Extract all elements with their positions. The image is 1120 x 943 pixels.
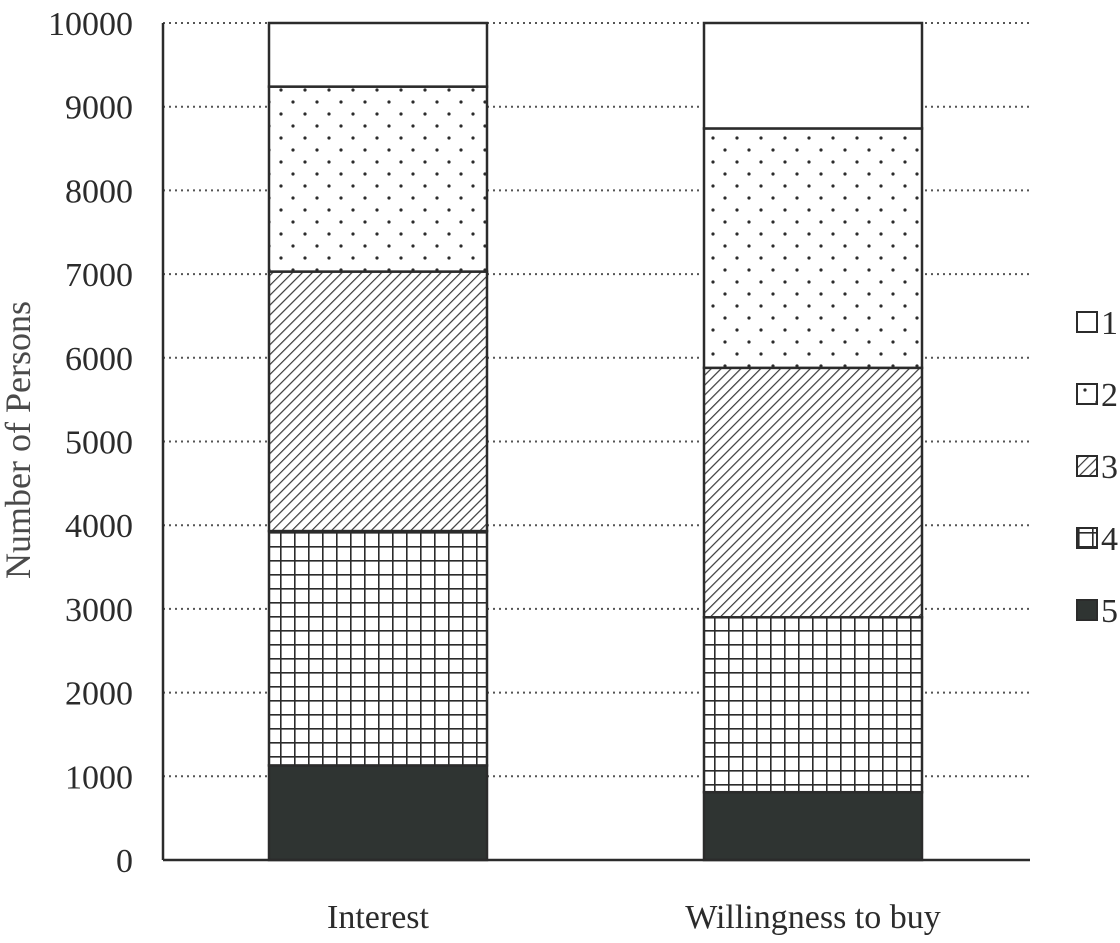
y-tick-label: 8000 (65, 173, 133, 210)
category-labels: Interest Willingness to buy (327, 899, 941, 936)
bars (267, 21, 924, 862)
legend-label-3: 3 (1101, 449, 1118, 486)
y-tick-label: 5000 (65, 425, 133, 462)
y-tick-label: 3000 (65, 592, 133, 629)
legend: 1 2 3 4 5 (1076, 305, 1118, 630)
bar-segment-1-willingness (702, 21, 924, 130)
legend-swatch-5 (1076, 599, 1098, 621)
bar-segment-3-willingness (702, 366, 924, 619)
y-tick-label: 1000 (65, 759, 133, 796)
legend-label-5: 5 (1101, 593, 1118, 630)
legend-label-2: 2 (1101, 377, 1118, 414)
legend-swatch-3 (1076, 455, 1098, 477)
legend-label-4: 4 (1101, 521, 1118, 558)
bar-segment-1-interest (267, 21, 489, 88)
bar-segment-2-willingness (702, 127, 924, 370)
legend-label-1: 1 (1101, 305, 1118, 342)
bar-segment-5-interest (267, 764, 489, 862)
x-category-label: Willingness to buy (685, 899, 941, 936)
y-tick-label: 4000 (65, 508, 133, 545)
bar-segment-3-interest (267, 270, 489, 533)
y-tick-label: 2000 (65, 676, 133, 713)
legend-swatch-4 (1076, 527, 1098, 549)
axes (161, 23, 1030, 862)
y-tick-label: 0 (116, 843, 133, 880)
legend-swatch-2 (1076, 383, 1098, 405)
y-tick-label: 7000 (65, 257, 133, 294)
bar-segment-5-willingness (702, 790, 924, 862)
y-tick-labels: 0 1000 2000 3000 4000 5000 6000 7000 8000 9000 100… (48, 6, 133, 880)
y-tick-label: 9000 (65, 90, 133, 127)
y-tick-label: 6000 (65, 341, 133, 378)
bar-segment-4-interest (267, 529, 489, 767)
y-tick-label: 10000 (48, 6, 133, 43)
legend-swatch-1 (1076, 311, 1098, 333)
bar-segment-4-willingness (702, 616, 924, 794)
x-category-label: Interest (327, 899, 430, 936)
bar-segment-2-interest (267, 85, 489, 273)
y-axis-title: Number of Persons (0, 301, 38, 579)
